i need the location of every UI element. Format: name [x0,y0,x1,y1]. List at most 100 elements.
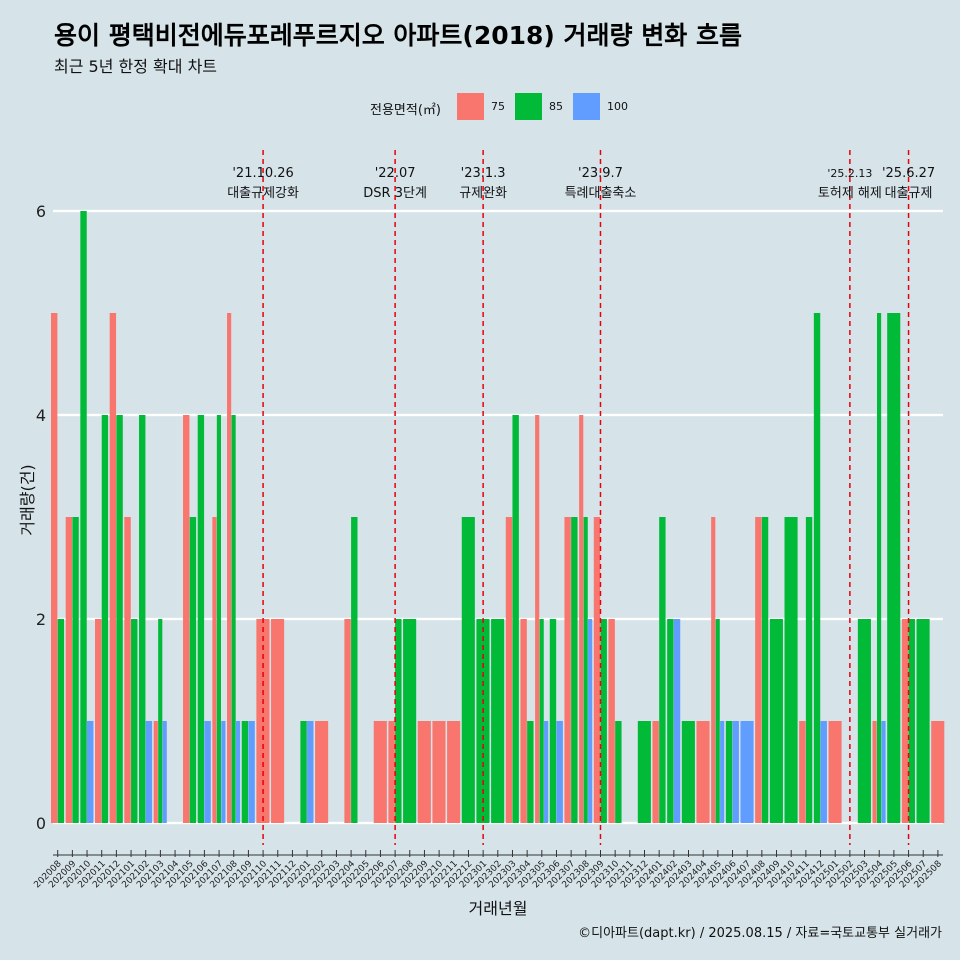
event-date-label: '23.1.3 [461,166,506,181]
bar-202103-75 [153,721,158,823]
bar-202305-85 [539,619,544,823]
bar-202008-75 [51,313,58,823]
bar-202207-85 [395,619,402,823]
bar-202405-75 [711,517,716,823]
event-date-label: '25.2.13 [827,167,872,180]
event-date-label: '21.10.26 [232,166,293,181]
bar-202010-85 [80,211,87,823]
bar-202108-75 [227,313,232,823]
legend-label-75: 75 [491,100,505,113]
bar-202201-85 [300,721,307,823]
bar-202009-85 [72,517,79,823]
legend-label-85: 85 [549,100,563,113]
bar-202506-75 [901,619,909,823]
bar-202304-85 [527,721,534,823]
bar-202307-85 [571,517,578,823]
bar-202210-75 [432,721,446,823]
event-text-label: 토허제 해제 [818,186,882,201]
legend-swatch-75 [457,93,484,120]
bar-202105-75 [183,415,190,823]
bar-202102-85 [139,415,146,823]
bar-202106-85 [197,415,205,823]
bar-202507-85 [916,619,930,823]
bar-202411-85 [805,517,813,823]
bar-202310-85 [615,721,622,823]
bar-202109-85 [241,721,249,823]
bar-202103-85 [158,619,163,823]
bar-202103-100 [162,721,167,823]
legend-swatch-100 [573,93,600,120]
legend: 전용면적(㎡) 75 85 100 [0,93,960,121]
bar-202404-75 [696,721,710,823]
bar-202206-75 [373,721,387,823]
source-caption: ©디아파트(dapt.kr) / 2025.08.15 / 자료=국토교통부 실… [578,926,942,941]
bar-202101-75 [124,517,131,823]
bar-202011-85 [101,415,109,823]
bar-202408-85 [761,517,769,823]
bar-202012-75 [109,313,117,823]
legend-label-100: 100 [607,100,628,113]
bar-202107-75 [212,517,217,823]
bar-202009-75 [65,517,73,823]
bar-202010-100 [87,721,94,823]
bar-202401-85 [659,517,666,823]
bar-202204-75 [344,619,351,823]
bar-202308-85 [583,517,588,823]
bar-202402-85 [667,619,674,823]
bar-202304-75 [520,619,527,823]
bar-202101-85 [131,619,138,823]
bar-202401-75 [652,721,659,823]
event-date-label: '25.6.27 [882,166,935,181]
bar-202204-85 [351,517,358,823]
bar-202212-85 [461,517,475,823]
bar-202411-75 [799,721,806,823]
bar-202012-85 [116,415,123,823]
event-text-label: 대출규제 [885,186,933,201]
bar-202504-100 [881,721,886,823]
bar-202303-75 [505,517,513,823]
bar-202412-85 [813,313,821,823]
bar-202306-85 [549,619,557,823]
bar-202107-100 [221,721,226,823]
bar-202312-85 [637,721,651,823]
bar-202106-100 [204,721,211,823]
bar-202308-100 [588,619,593,823]
bar-202505-85 [887,313,901,823]
bar-202406-85 [725,721,733,823]
bar-202409-85 [769,619,783,823]
bar-202504-85 [876,313,882,823]
bar-202209-75 [417,721,431,823]
event-date-label: '23.9.7 [578,166,623,181]
chart-subtitle: 최근 5년 한정 확대 차트 [54,57,218,76]
bar-202008-85 [57,619,65,823]
y-tick-label: 2 [36,610,46,629]
bar-202211-75 [447,721,461,823]
bar-202405-100 [720,721,725,823]
bar-202208-85 [403,619,417,823]
event-date-label: '22.07 [375,166,416,181]
chart-title: 용이 평택비전에듀포레푸르지오 아파트(2018) 거래량 변화 흐름 [54,21,742,50]
bar-202403-85 [681,721,695,823]
event-text-label: DSR 3단계 [363,186,427,201]
bar-202501-75 [828,721,842,823]
bar-202202-75 [315,721,329,823]
bar-202410-85 [784,517,798,823]
bar-202108-85 [231,415,236,823]
bar-202504-75 [872,721,877,823]
event-text-label: 대출규제강화 [227,186,299,201]
bar-202406-100 [732,721,739,823]
bar-202108-100 [235,721,241,823]
bar-202102-100 [145,721,153,823]
legend-title: 전용면적(㎡) [370,103,441,118]
bar-202201-100 [307,721,314,823]
bar-202407-100 [740,721,754,823]
event-text-label: 특례대출축소 [565,186,637,201]
bar-202309-85 [600,619,607,823]
y-axis-title: 거래량(건) [18,464,37,535]
bar-202303-85 [512,415,519,823]
bar-202402-100 [673,619,681,823]
bar-202412-100 [820,721,827,823]
x-axis-title: 거래년월 [469,899,528,918]
bar-202306-100 [556,721,563,823]
